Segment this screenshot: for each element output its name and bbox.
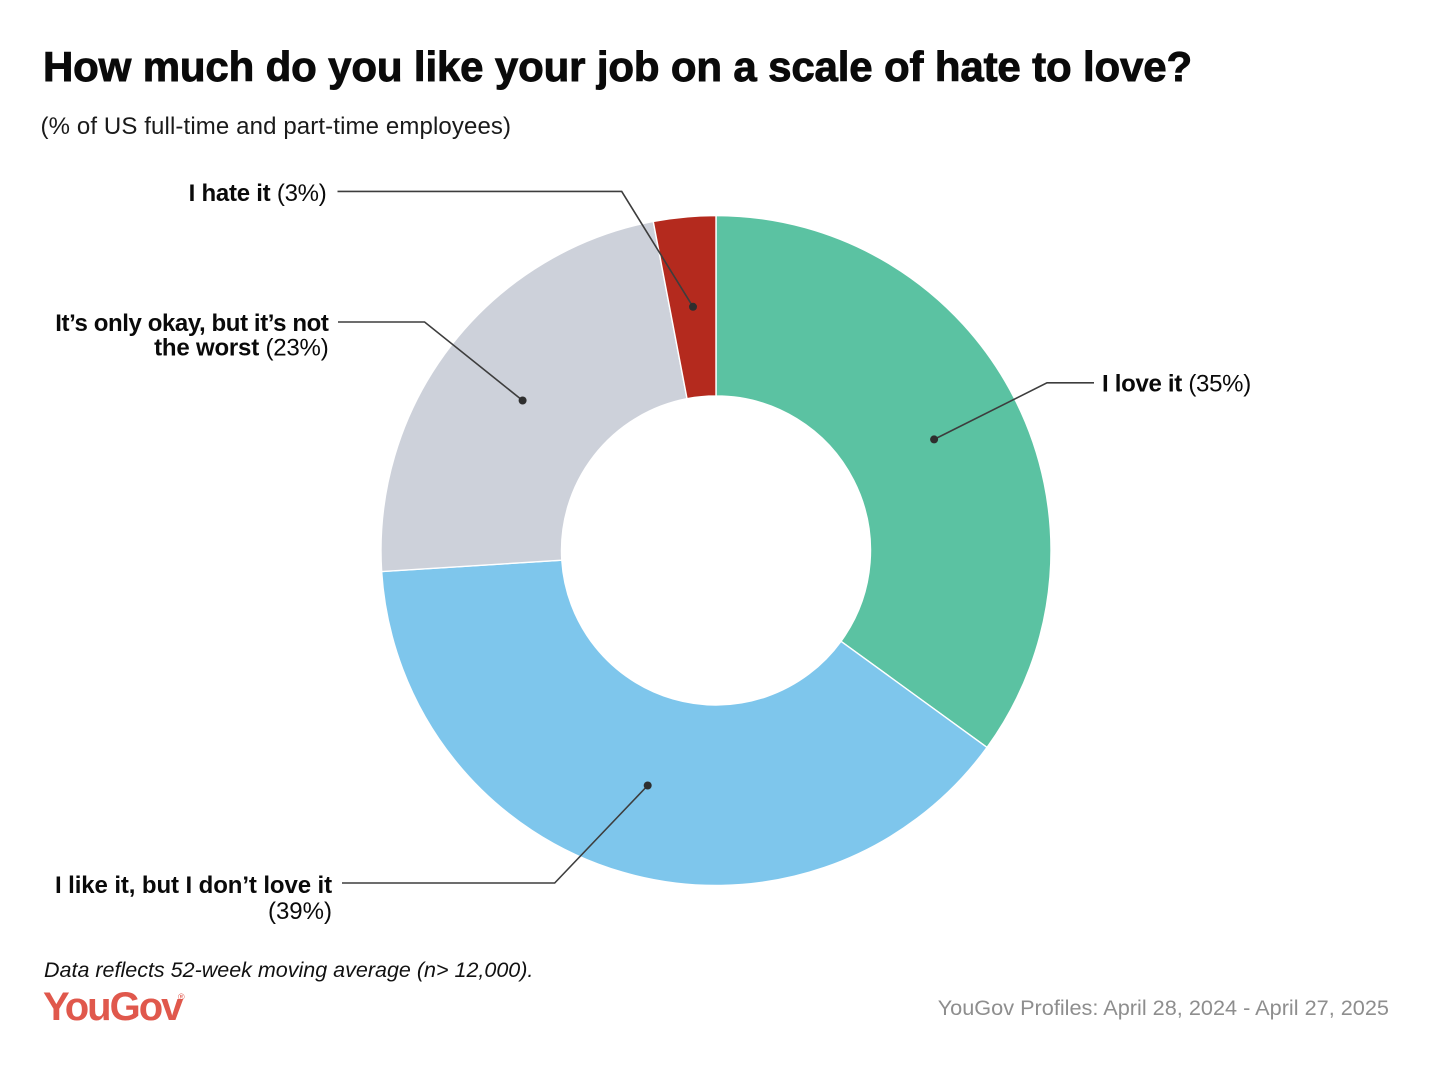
svg-text:(39%): (39%)	[268, 898, 332, 925]
svg-text:I like it, but I don’t love it: I like it, but I don’t love it	[55, 872, 332, 899]
svg-text:I love it (35%): I love it (35%)	[1102, 370, 1251, 397]
svg-text:Data reflects 52-week moving a: Data reflects 52-week moving average (n>…	[44, 958, 533, 982]
svg-text:I hate it (3%): I hate it (3%)	[189, 180, 327, 207]
svg-text:the worst (23%): the worst (23%)	[154, 335, 328, 362]
svg-text:®: ®	[178, 992, 185, 1002]
svg-text:(% of US full-time and part-ti: (% of US full-time and part-time employe…	[41, 113, 512, 140]
svg-text:YouGov Profiles: April 28, 202: YouGov Profiles: April 28, 2024 - April …	[938, 995, 1389, 1020]
svg-text:YouGov: YouGov	[43, 985, 184, 1029]
svg-text:How much do you like your job: How much do you like your job on a scale…	[43, 43, 1192, 90]
svg-text:It’s only okay, but it’s not: It’s only okay, but it’s not	[55, 310, 329, 337]
